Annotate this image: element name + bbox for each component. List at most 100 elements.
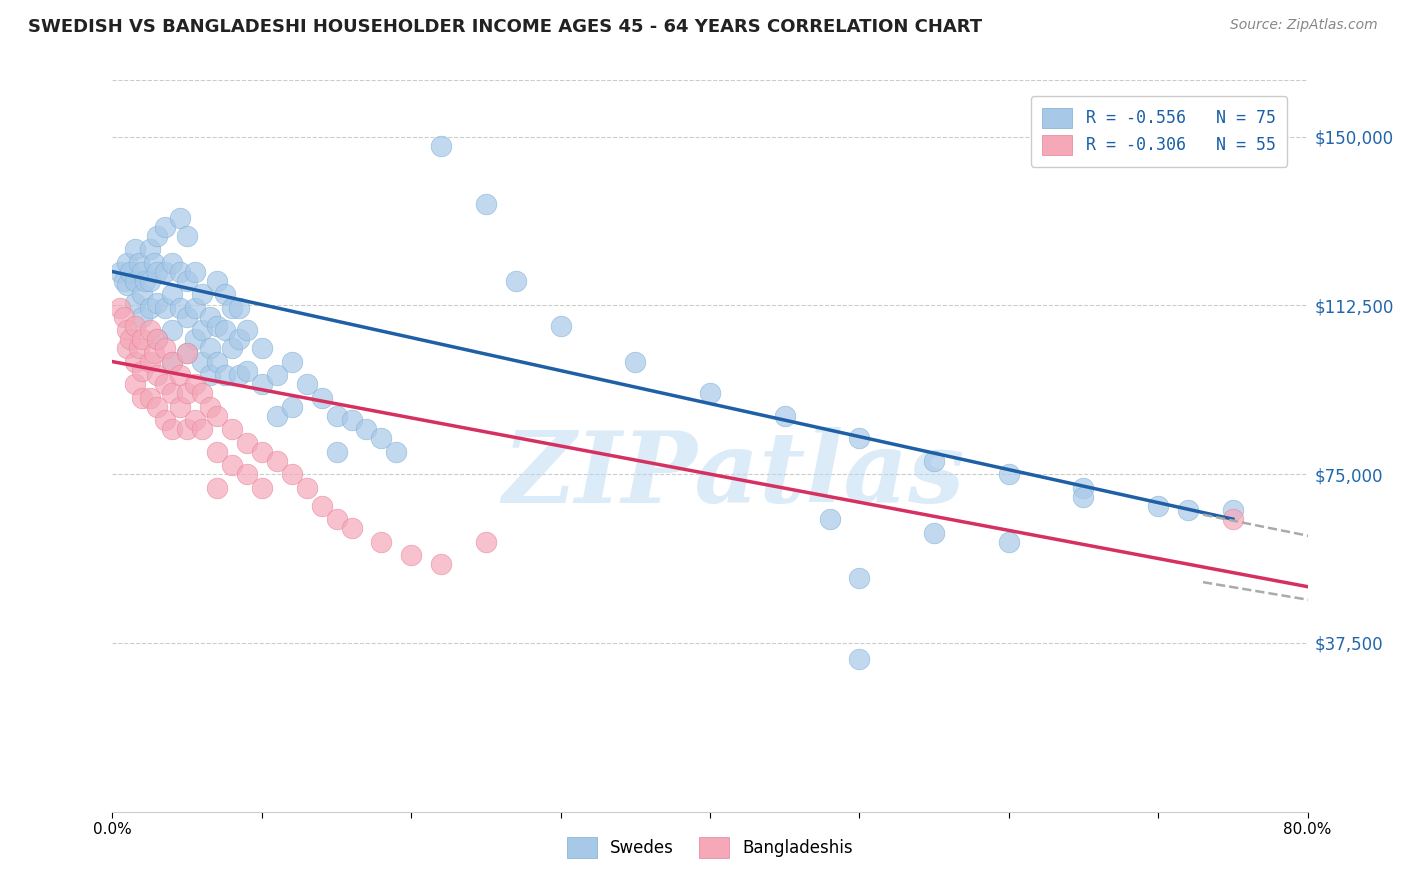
Text: Source: ZipAtlas.com: Source: ZipAtlas.com [1230,18,1378,32]
Point [1177,503,1199,517]
Point [124,354,146,368]
Point [139,301,162,315]
Point [281,400,304,414]
Point [117,255,139,269]
Point [176,345,198,359]
Point [773,409,796,423]
Point [139,354,162,368]
Point [325,409,347,423]
Point [131,391,153,405]
Point [124,318,146,333]
Point [311,391,333,405]
Point [176,228,198,243]
Point [153,341,176,355]
Point [198,400,221,414]
Point [153,377,176,392]
Point [295,377,318,392]
Point [1222,512,1244,526]
Point [139,323,162,337]
Point [146,332,169,346]
Point [120,264,142,278]
Point [221,301,243,315]
Point [228,368,250,383]
Point [325,512,347,526]
Point [818,512,841,526]
Point [124,242,146,256]
Point [848,651,870,665]
Point [370,431,392,445]
Point [311,499,333,513]
Point [250,377,273,392]
Point [183,377,205,392]
Point [505,274,527,288]
Point [205,409,228,423]
Point [295,481,318,495]
Point [221,422,243,436]
Point [205,481,228,495]
Point [131,264,153,278]
Point [250,481,273,495]
Point [162,323,183,337]
Point [1222,503,1244,517]
Point [699,386,721,401]
Point [250,341,273,355]
Point [153,264,176,278]
Point [191,323,214,337]
Point [124,377,146,392]
Point [128,255,150,269]
Point [169,301,191,315]
Point [221,458,243,472]
Point [191,422,214,436]
Point [176,274,198,288]
Point [162,255,183,269]
Point [370,534,392,549]
Point [340,521,363,535]
Point [120,332,142,346]
Point [205,318,228,333]
Point [117,278,139,293]
Point [117,323,139,337]
Point [401,548,423,562]
Point [325,444,347,458]
Point [153,219,176,234]
Point [183,301,205,315]
Point [236,323,259,337]
Point [117,341,139,355]
Point [214,368,236,383]
Point [236,467,259,482]
Point [131,310,153,324]
Point [176,422,198,436]
Point [139,274,162,288]
Point [191,287,214,301]
Point [385,444,408,458]
Text: SWEDISH VS BANGLADESHI HOUSEHOLDER INCOME AGES 45 - 64 YEARS CORRELATION CHART: SWEDISH VS BANGLADESHI HOUSEHOLDER INCOM… [28,18,983,36]
Point [214,323,236,337]
Point [114,274,135,288]
Point [998,534,1021,549]
Point [214,287,236,301]
Point [139,242,162,256]
Point [250,444,273,458]
Point [183,264,205,278]
Point [146,228,169,243]
Point [153,301,176,315]
Point [124,296,146,310]
Text: ZIPatlas: ZIPatlas [503,427,965,524]
Point [146,332,169,346]
Point [228,332,250,346]
Point [340,413,363,427]
Point [205,274,228,288]
Point [176,386,198,401]
Point [143,345,166,359]
Point [146,296,169,310]
Point [169,400,191,414]
Point [266,453,288,467]
Point [176,345,198,359]
Point [124,274,146,288]
Legend: Swedes, Bangladeshis: Swedes, Bangladeshis [555,826,865,869]
Point [162,422,183,436]
Point [183,413,205,427]
Point [228,301,250,315]
Point [131,363,153,377]
Point [205,354,228,368]
